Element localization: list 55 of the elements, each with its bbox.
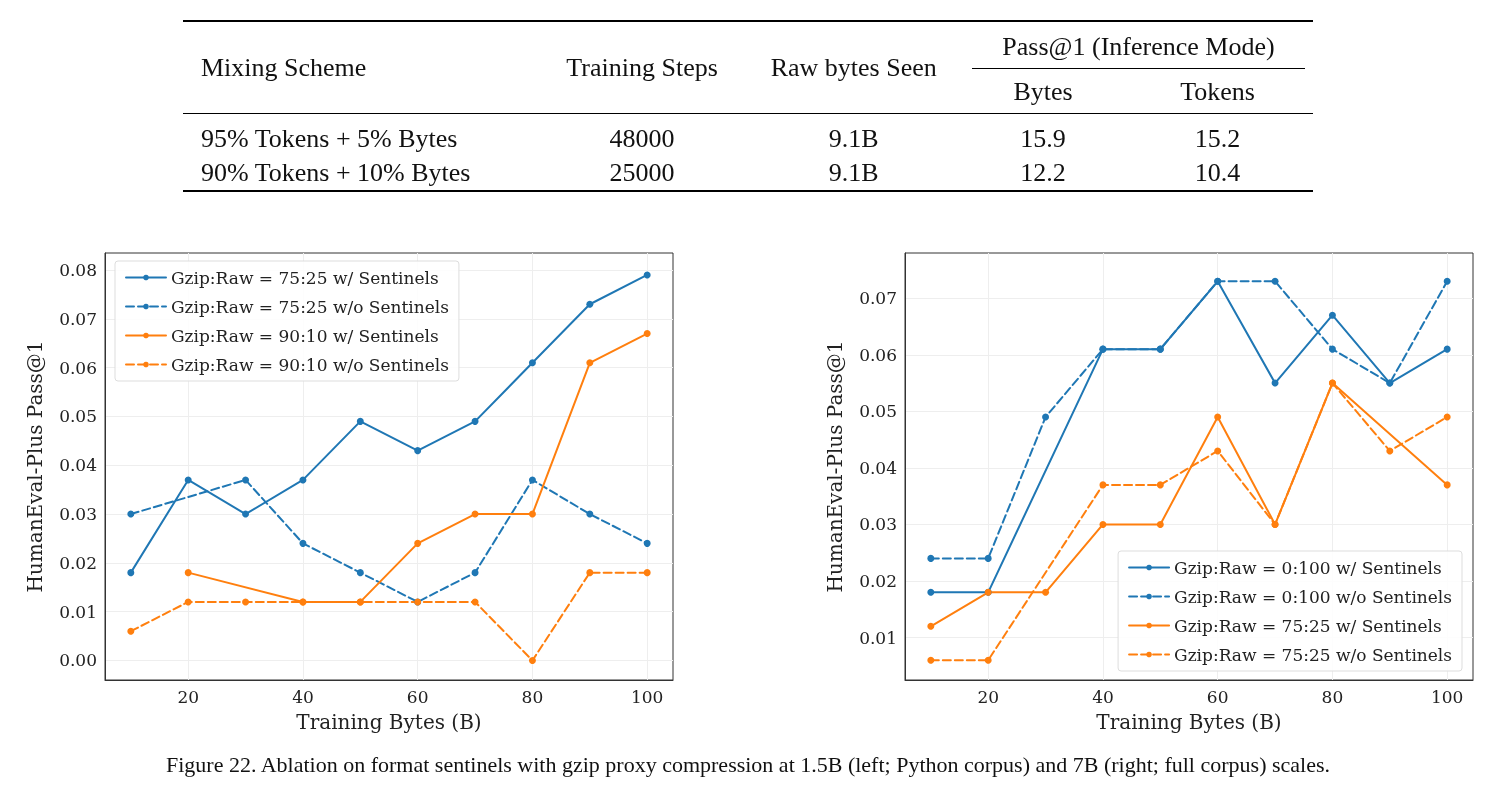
y-tick-label: 0.05 (59, 406, 97, 427)
x-tick-label: 40 (292, 686, 314, 707)
x-tick-label: 60 (406, 686, 429, 707)
y-tick-label: 0.02 (59, 552, 97, 573)
text: 10.4 (1193, 157, 1242, 189)
text: Mixing Scheme (200, 51, 368, 84)
y-tick-label: 0.04 (859, 457, 897, 478)
x-tick-label: 40 (1092, 686, 1114, 707)
legend-label: Gzip:Raw = 75:25 w/ Sentinels (1174, 615, 1442, 636)
x-tick-label: 100 (630, 686, 664, 707)
text: Raw bytes Seen (769, 51, 938, 84)
text: Pass@1 (Inference Mode) (971, 32, 1305, 69)
legend-label: Gzip:Raw = 75:25 w/o Sentinels (1174, 644, 1452, 665)
y-axis-title: HumanEval-Plus Pass@1 (23, 340, 47, 593)
text: 48000 (608, 123, 676, 155)
x-tick-label: 20 (177, 686, 200, 707)
y-tick-label: 0.05 (859, 401, 897, 422)
text: 9.1B (827, 123, 880, 155)
y-tick-label: 0.00 (59, 650, 97, 671)
text: Bytes (1012, 76, 1074, 108)
y-tick-label: 0.07 (859, 288, 897, 309)
y-tick-label: 0.03 (859, 514, 897, 535)
legend-label: Gzip:Raw = 0:100 w/o Sentinels (1174, 586, 1452, 607)
y-axis-title: HumanEval-Plus Pass@1 (823, 340, 847, 593)
text: 12.2 (1019, 157, 1067, 189)
y-tick-label: 0.01 (859, 627, 897, 648)
y-tick-label: 0.06 (859, 344, 897, 365)
legend-label: Gzip:Raw = 75:25 w/ Sentinels (171, 267, 439, 288)
text: 9.1B (827, 157, 880, 189)
x-tick-label: 100 (1430, 686, 1464, 707)
text: 15.2 (1193, 123, 1242, 155)
y-tick-label: 0.02 (859, 571, 897, 592)
y-tick-label: 0.04 (59, 455, 97, 476)
x-axis-title: Training Bytes (B) (1096, 710, 1282, 734)
legend-label: Gzip:Raw = 75:25 w/o Sentinels (171, 296, 449, 317)
x-tick-label: 80 (1321, 686, 1344, 707)
text: 15.9 (1019, 123, 1067, 155)
text: 95% Tokens + 5% Bytes (200, 123, 459, 155)
y-tick-label: 0.08 (59, 260, 97, 281)
text: Tokens (1179, 76, 1256, 108)
text: 25000 (608, 157, 676, 189)
text: Training Steps (565, 51, 719, 84)
legend-label: Gzip:Raw = 90:10 w/o Sentinels (171, 354, 449, 375)
y-tick-label: 0.07 (59, 308, 97, 329)
x-tick-label: 60 (1206, 686, 1229, 707)
caption: Figure 22. Ablation on format sentinels with gzip proxy compression at 1.5B (left; Python corpus) and 7B (right; full corpus) scales. (165, 752, 1331, 778)
y-tick-label: 0.03 (59, 504, 97, 525)
x-tick-label: 80 (521, 686, 544, 707)
legend-label: Gzip:Raw = 0:100 w/ Sentinels (1174, 557, 1442, 578)
x-tick-label: 20 (977, 686, 1000, 707)
y-tick-label: 0.01 (59, 601, 97, 622)
legend-label: Gzip:Raw = 90:10 w/ Sentinels (171, 325, 439, 346)
text: 90% Tokens + 10% Bytes (200, 157, 472, 189)
y-tick-label: 0.06 (59, 357, 97, 378)
x-axis-title: Training Bytes (B) (296, 710, 482, 734)
